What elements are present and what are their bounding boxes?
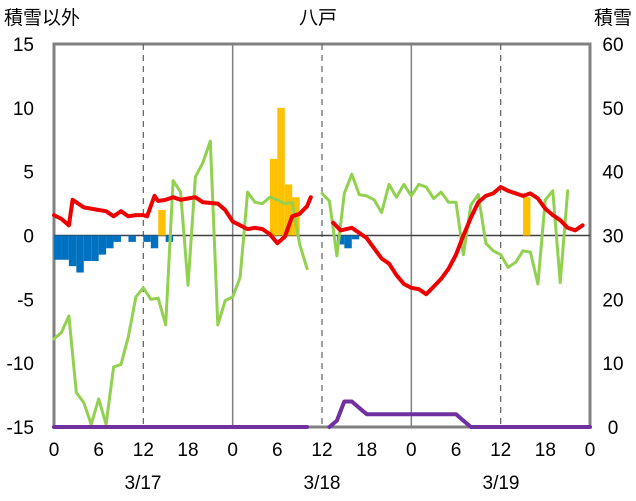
blue-bar <box>54 235 62 260</box>
blue-bar <box>344 235 352 249</box>
orange-bar <box>523 197 531 236</box>
right-axis-label: 積雪 <box>594 7 632 29</box>
x-tick: 0 <box>585 440 596 461</box>
blue-bar <box>68 235 77 267</box>
right-y-tick: 50 <box>602 99 623 120</box>
right-y-tick: 60 <box>602 35 623 56</box>
blue-bar <box>61 235 69 260</box>
x-tick: 18 <box>535 440 556 461</box>
blue-bar <box>106 235 114 249</box>
green-line <box>52 139 309 426</box>
right-y-tick: 0 <box>608 418 619 439</box>
date-label-1: 3/17 <box>125 473 162 494</box>
x-tick: 12 <box>490 440 511 461</box>
x-tick: 12 <box>311 440 332 461</box>
blue-bar <box>113 235 121 242</box>
blue-bar <box>98 235 107 255</box>
date-label-2: 3/18 <box>304 473 341 494</box>
blue-bar <box>83 235 92 262</box>
x-tick: 12 <box>133 440 154 461</box>
left-y-tick: -5 <box>17 290 34 311</box>
chart-title: 八戸 <box>299 8 337 29</box>
blue-bar <box>128 235 136 242</box>
orange-bar <box>158 209 166 236</box>
left-y-tick: -15 <box>7 418 34 439</box>
left-y-tick: -10 <box>7 354 34 375</box>
blue-bar <box>143 235 151 242</box>
x-tick: 6 <box>272 440 283 461</box>
blue-bar <box>351 235 360 240</box>
x-tick: 0 <box>406 440 417 461</box>
orange-bar <box>284 184 293 236</box>
left-y-tick: 5 <box>23 163 34 184</box>
purple-line-snow-depth <box>327 399 592 429</box>
date-label-3: 3/19 <box>483 473 520 494</box>
left-axis-label: 積雪以外 <box>4 7 80 29</box>
right-y-tick: 20 <box>602 290 623 311</box>
blue-bar <box>76 235 84 273</box>
left-y-tick: 0 <box>23 227 34 248</box>
red-line <box>52 193 313 246</box>
right-y-tick: 30 <box>602 227 623 248</box>
x-tick: 6 <box>451 440 462 461</box>
x-tick: 0 <box>49 440 60 461</box>
blue-bar <box>91 235 99 262</box>
right-y-tick: 40 <box>602 163 623 184</box>
blue-bar <box>150 235 159 249</box>
x-tick: 18 <box>177 440 198 461</box>
left-y-tick: 10 <box>13 99 34 120</box>
x-tick: 18 <box>356 440 377 461</box>
x-tick: 6 <box>93 440 104 461</box>
line-layer <box>52 139 592 429</box>
green-line <box>320 172 570 286</box>
blue-bar <box>336 235 345 245</box>
red-line <box>331 185 585 297</box>
right-y-tick: 10 <box>602 354 623 375</box>
x-tick: 0 <box>227 440 238 461</box>
left-y-tick: 15 <box>13 35 34 56</box>
orange-bar <box>277 107 285 236</box>
